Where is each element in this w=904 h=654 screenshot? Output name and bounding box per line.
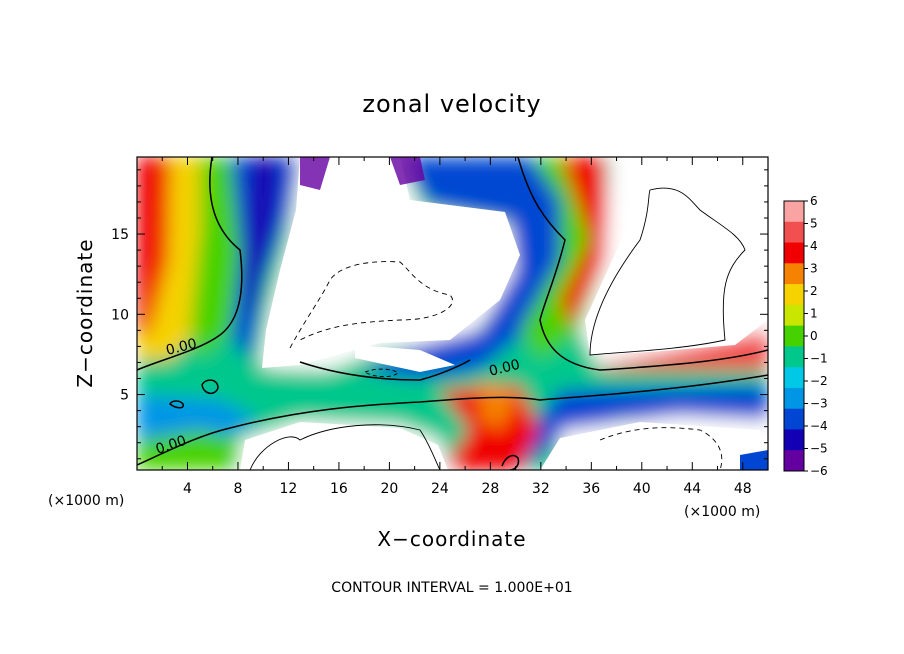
colorbar-swatch — [784, 284, 804, 306]
colorbar-label: −3 — [810, 397, 828, 411]
y-tick-label: 15 — [111, 227, 129, 243]
x-tick-label: 32 — [532, 481, 550, 497]
colorbar-swatch — [784, 304, 804, 327]
colorbar-label: −1 — [810, 352, 828, 366]
y-axis-label: Z−coordinate — [73, 238, 97, 387]
colorbar-swatch — [784, 221, 804, 244]
colorbar-swatch — [784, 263, 804, 285]
y-tick-label: 10 — [111, 307, 129, 323]
chart-title: zonal velocity — [362, 90, 541, 118]
x-tick-label: 44 — [683, 481, 701, 497]
colorbar-label: 4 — [810, 239, 818, 253]
x-tick-label: 40 — [633, 481, 651, 497]
colorbar-label: 0 — [810, 329, 818, 343]
colorbar-label: −4 — [810, 419, 828, 433]
contour-interval-note: CONTOUR INTERVAL = 1.000E+01 — [331, 580, 572, 596]
y-tick-label: 5 — [120, 388, 129, 404]
colorbar-swatch — [784, 242, 804, 264]
colorbar-swatch — [784, 325, 804, 347]
colorbar-swatch — [784, 408, 804, 430]
contour-labels: 0.000.000.00 — [154, 336, 522, 458]
x-axis-label: X−coordinate — [377, 527, 526, 551]
contour-label: 0.00 — [487, 357, 521, 380]
colorbar-swatch — [784, 387, 804, 410]
colorbar-label: 3 — [810, 262, 818, 276]
x-unit-right: (×1000 m) — [684, 504, 760, 520]
colorbar-label: 1 — [810, 307, 818, 321]
x-tick-label: 36 — [582, 481, 600, 497]
x-axis: 4 8 12 16 20 24 28 32 36 40 44 48 — [161, 157, 752, 497]
plot-frame — [136, 156, 769, 471]
colorbar-label: −5 — [810, 442, 828, 456]
colorbar-label: −2 — [810, 374, 828, 388]
colorbar-swatch — [784, 429, 804, 451]
x-unit-left: (×1000 m) — [48, 493, 124, 509]
contour-lines — [137, 157, 768, 470]
x-tick-label: 20 — [380, 481, 398, 497]
x-tick-label: 16 — [330, 481, 348, 497]
colorbar-swatch — [784, 346, 804, 368]
colorbar-label: 2 — [810, 284, 818, 298]
colorbar-swatch — [784, 201, 804, 223]
x-tick-label: 8 — [233, 481, 242, 497]
colorbar-swatch — [784, 450, 804, 472]
heatmap-field — [137, 157, 768, 470]
colorbar-label: 5 — [810, 217, 818, 231]
colorbar-label: −6 — [810, 464, 828, 478]
colorbar-label: 6 — [810, 194, 818, 208]
colorbar-swatch — [784, 367, 804, 389]
x-tick-label: 12 — [280, 481, 298, 497]
contour-label: 0.00 — [164, 336, 198, 359]
x-tick-label: 48 — [734, 481, 752, 497]
x-tick-label: 28 — [481, 481, 499, 497]
y-axis: 5 10 15 — [111, 169, 768, 460]
x-tick-label: 24 — [431, 481, 449, 497]
x-tick-label: 4 — [183, 481, 192, 497]
colorbar: 6 5 4 3 2 1 0 −1 −2 −3 −4 −5 −6 — [783, 194, 828, 478]
